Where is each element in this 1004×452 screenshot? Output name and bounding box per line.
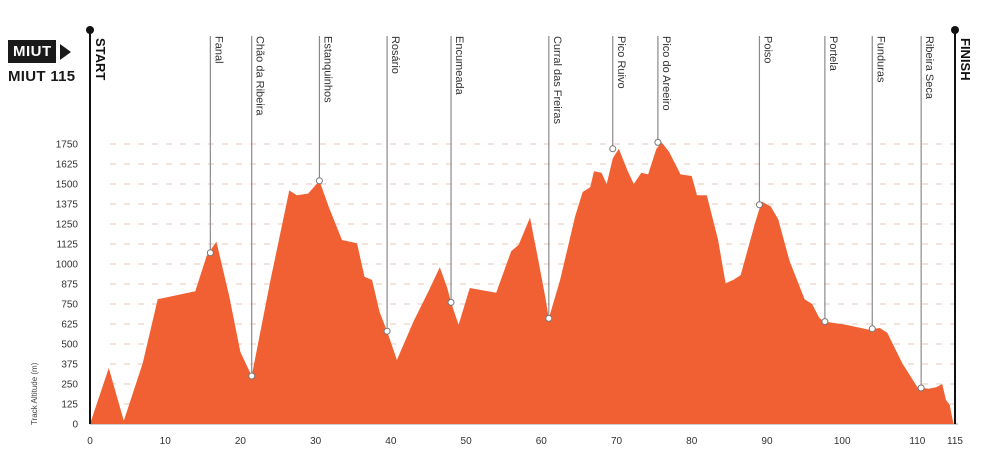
waypoint: Pico Ruivo bbox=[609, 36, 627, 153]
x-tick-label: 10 bbox=[160, 436, 172, 447]
finish-label: FINISH bbox=[958, 38, 973, 81]
x-tick-label: 0 bbox=[87, 436, 93, 447]
y-tick-label: 875 bbox=[61, 280, 78, 291]
x-tick-label: 80 bbox=[686, 436, 698, 447]
x-tick-label: 50 bbox=[461, 436, 473, 447]
waypoint: Pico do Areeiro bbox=[654, 36, 672, 146]
x-tick-label: 30 bbox=[310, 436, 322, 447]
x-tick-label: 60 bbox=[536, 436, 548, 447]
waypoint: Poiso bbox=[755, 36, 773, 209]
waypoint: Chão da Ribeira bbox=[248, 36, 266, 380]
waypoint-label: Pico do Areeiro bbox=[660, 36, 672, 111]
logo: MIUT MIUT 115 bbox=[8, 40, 78, 85]
waypoint-label: Pico Ruivo bbox=[615, 36, 627, 89]
waypoint-dot bbox=[868, 325, 876, 333]
waypoint: Rosário bbox=[383, 36, 401, 335]
finish-dot bbox=[951, 26, 959, 34]
waypoint: Encumeada bbox=[447, 36, 465, 306]
race-name: MIUT 115 bbox=[8, 68, 76, 85]
miut-brand-box: MIUT bbox=[8, 40, 78, 63]
y-axis-title: Track Altitude (m) bbox=[30, 362, 39, 425]
y-tick-label: 1625 bbox=[56, 160, 79, 171]
y-axis-tick-labels: 0 125 250 375 500 625 750 875 1000 1125 1250 1375 15… bbox=[56, 140, 79, 431]
waypoint: Ribeira Seca bbox=[917, 36, 935, 392]
x-tick-label: 40 bbox=[385, 436, 397, 447]
finish-marker: FINISH bbox=[951, 26, 973, 424]
y-tick-label: 1000 bbox=[56, 260, 79, 271]
waypoint-label: Chão da Ribeira bbox=[254, 36, 266, 116]
waypoint-label: Estanquinhos bbox=[321, 36, 333, 103]
waypoint-dot bbox=[315, 177, 323, 185]
waypoint-dot bbox=[383, 327, 391, 335]
brand-text: MIUT bbox=[8, 40, 56, 63]
y-axis-title-group: Track Altitude (m) bbox=[30, 362, 39, 425]
waypoint-dot bbox=[545, 314, 553, 322]
profile-area-layer bbox=[90, 142, 954, 424]
x-axis-tick-labels: 0 10 20 30 40 50 60 70 80 90 100 110 115 bbox=[87, 436, 963, 447]
y-tick-label: 1125 bbox=[56, 240, 78, 251]
waypoint-dot bbox=[755, 201, 763, 209]
y-tick-label: 375 bbox=[61, 360, 78, 371]
y-tick-label: 500 bbox=[61, 340, 78, 351]
waypoint-dot bbox=[917, 384, 925, 392]
y-tick-label: 125 bbox=[61, 400, 78, 411]
elevation-area bbox=[90, 142, 954, 424]
waypoint-dot bbox=[654, 138, 662, 146]
y-tick-label: 1250 bbox=[56, 220, 79, 231]
x-tick-label: 90 bbox=[761, 436, 773, 447]
x-tick-label: 20 bbox=[235, 436, 247, 447]
waypoint-dot bbox=[447, 298, 455, 306]
waypoint: Curral das Freiras bbox=[545, 36, 563, 322]
x-tick-label: 115 bbox=[947, 436, 963, 447]
y-tick-label: 1375 bbox=[56, 200, 79, 211]
waypoint-markers: Fanal Chão da Ribeira Estanquinhos Rosário E… bbox=[206, 36, 935, 392]
waypoint-dot bbox=[248, 372, 256, 380]
y-tick-label: 250 bbox=[61, 380, 78, 391]
x-tick-label: 100 bbox=[834, 436, 851, 447]
start-marker: START bbox=[86, 26, 108, 424]
start-finish-markers: START FINISH bbox=[86, 26, 973, 424]
y-tick-label: 750 bbox=[61, 300, 78, 311]
waypoint-dot bbox=[821, 318, 829, 326]
waypoint: Estanquinhos bbox=[315, 36, 333, 185]
waypoint-label: Funduras bbox=[874, 36, 886, 83]
x-tick-label: 110 bbox=[909, 436, 925, 447]
waypoint-label: Poiso bbox=[761, 36, 773, 64]
waypoint: Funduras bbox=[868, 36, 886, 333]
waypoint: Fanal bbox=[206, 36, 224, 257]
waypoint-label: Encumeada bbox=[453, 36, 465, 96]
waypoint: Portela bbox=[821, 36, 839, 326]
waypoint-dot bbox=[609, 145, 617, 153]
x-tick-label: 70 bbox=[611, 436, 623, 447]
y-tick-label: 0 bbox=[72, 420, 78, 431]
waypoint-dot bbox=[206, 249, 214, 257]
start-dot bbox=[86, 26, 94, 34]
waypoint-label: Ribeira Seca bbox=[923, 36, 935, 100]
start-label: START bbox=[93, 38, 108, 80]
waypoint-label: Fanal bbox=[212, 36, 224, 64]
y-tick-label: 1750 bbox=[56, 140, 79, 151]
y-tick-label: 625 bbox=[61, 320, 78, 331]
waypoint-label: Portela bbox=[827, 36, 839, 72]
waypoint-label: Curral das Freiras bbox=[551, 36, 563, 125]
waypoint-label: Rosário bbox=[389, 36, 401, 74]
y-tick-label: 1500 bbox=[56, 180, 79, 191]
play-icon bbox=[59, 43, 71, 60]
